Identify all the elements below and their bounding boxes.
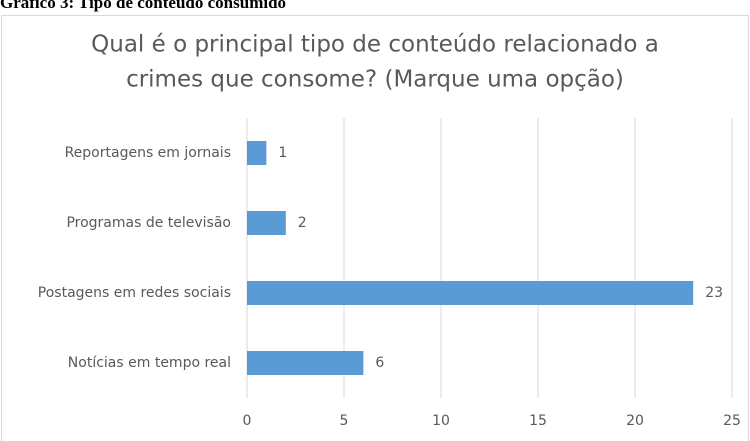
data-label: 6 <box>375 355 384 371</box>
x-tick-label: 20 <box>626 413 644 429</box>
y-tick-label: Postagens em redes sociais <box>38 285 231 301</box>
bar <box>247 351 364 375</box>
y-tick-label: Reportagens em jornais <box>65 145 231 161</box>
x-tick-label: 0 <box>243 413 252 429</box>
x-tick-label: 25 <box>723 413 741 429</box>
figure-caption: Gráfico 3: Tipo de conteúdo consumido <box>0 0 286 12</box>
y-tick-label: Programas de televisão <box>66 215 231 231</box>
chart-title: crimes que consome? (Marque uma opção) <box>126 67 624 93</box>
bar <box>247 281 694 305</box>
data-label: 2 <box>298 215 307 231</box>
x-tick-label: 10 <box>432 413 450 429</box>
data-label: 1 <box>278 145 287 161</box>
chart-frame <box>1 15 749 441</box>
y-tick-label: Notícias em tempo real <box>68 355 231 371</box>
chart-title: Qual é o principal tipo de conteúdo rela… <box>91 32 659 58</box>
bar <box>247 211 286 235</box>
x-tick-label: 15 <box>529 413 547 429</box>
bar <box>247 141 267 165</box>
data-label: 23 <box>705 285 723 301</box>
x-tick-label: 5 <box>340 413 349 429</box>
